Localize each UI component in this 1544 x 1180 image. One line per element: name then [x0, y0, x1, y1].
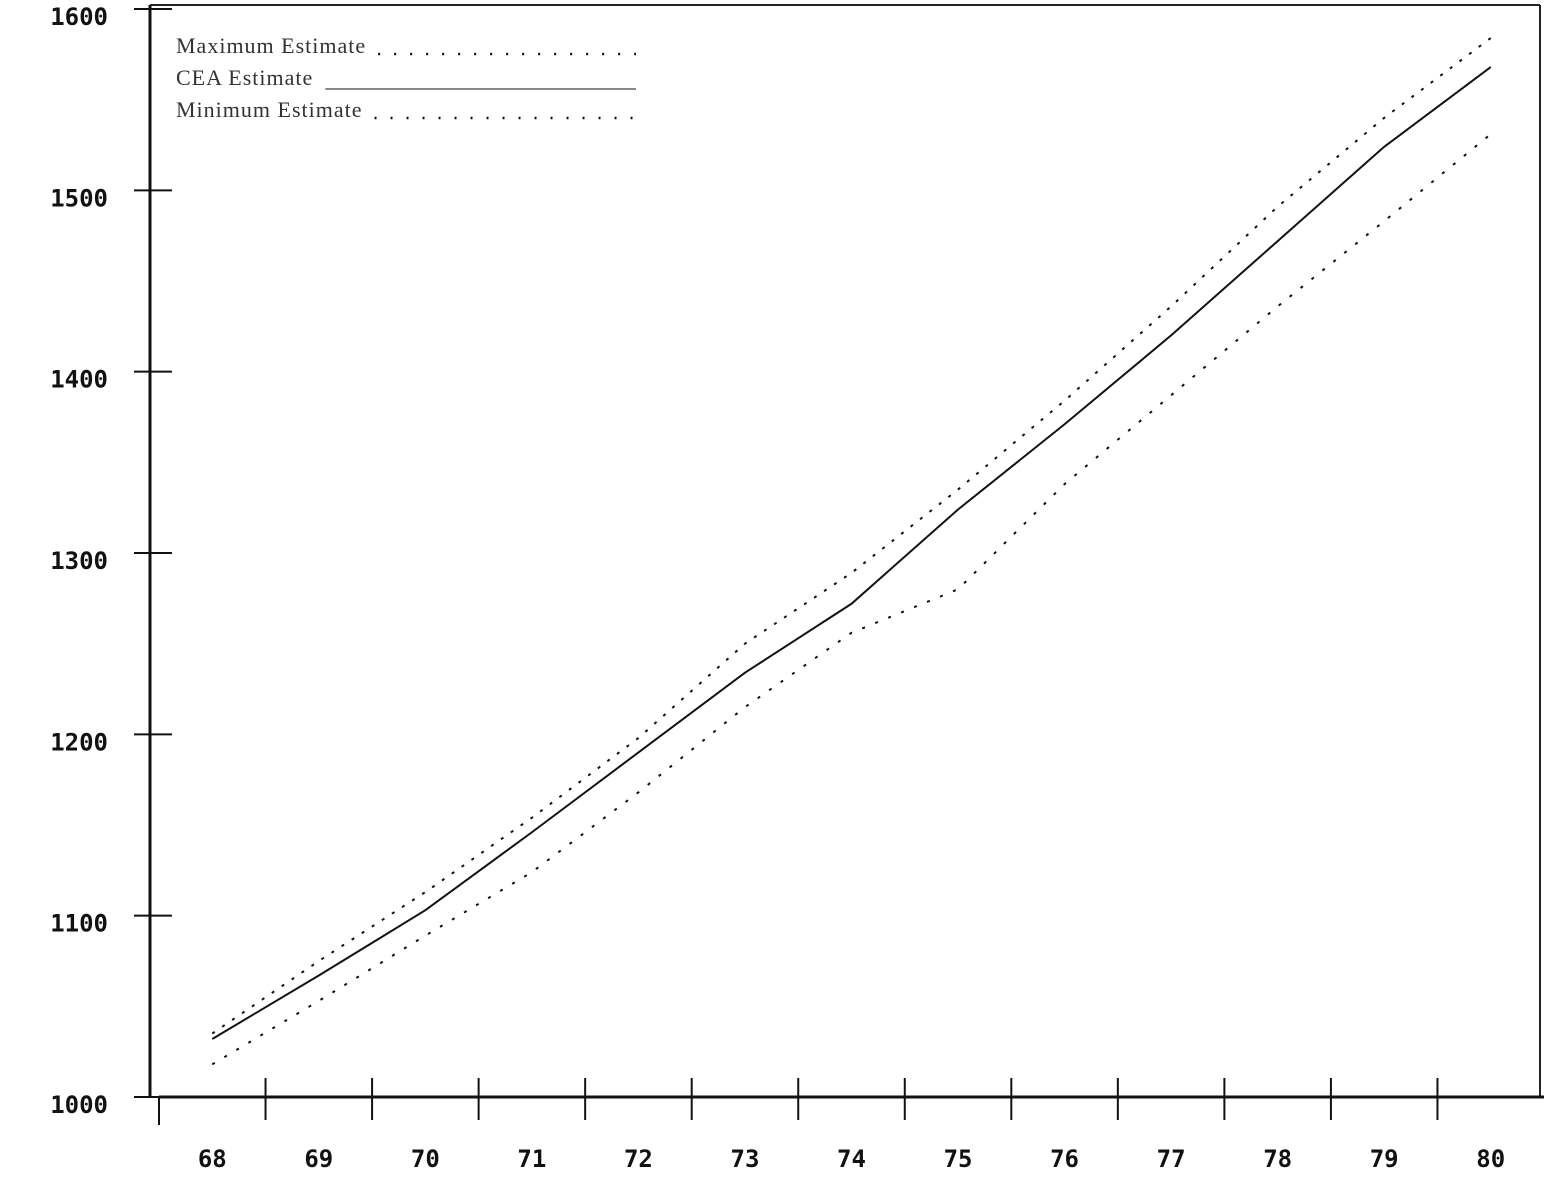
x-tick-label: 74	[837, 1145, 866, 1173]
x-tick-label: 78	[1263, 1145, 1292, 1173]
x-tick-label: 71	[517, 1145, 546, 1173]
x-tick-label: 72	[624, 1145, 653, 1173]
series-line	[211, 133, 1492, 1066]
y-tick-label: 1000	[50, 1091, 108, 1119]
x-tick-label: 76	[1050, 1145, 1079, 1173]
y-tick-label: 1600	[50, 3, 108, 31]
x-tick-label: 70	[411, 1145, 440, 1173]
y-tick-label: 1300	[50, 547, 108, 575]
y-tick-label: 1100	[50, 910, 108, 938]
x-tick-label: 79	[1370, 1145, 1399, 1173]
x-tick-label: 73	[731, 1145, 760, 1173]
x-tick-label: 80	[1476, 1145, 1505, 1173]
y-tick-label: 1500	[50, 184, 108, 212]
x-tick-label: 75	[944, 1145, 973, 1173]
legend-label: CEA Estimate	[176, 65, 313, 90]
x-tick-label: 68	[198, 1145, 227, 1173]
legend-label: Maximum Estimate	[176, 33, 366, 58]
x-tick-label: 77	[1157, 1145, 1186, 1173]
legend-label: Minimum Estimate	[176, 97, 363, 122]
y-tick-label: 1400	[50, 366, 108, 394]
series-line	[211, 66, 1492, 1040]
x-tick-label: 69	[304, 1145, 333, 1173]
y-tick-label: 1200	[50, 728, 108, 756]
